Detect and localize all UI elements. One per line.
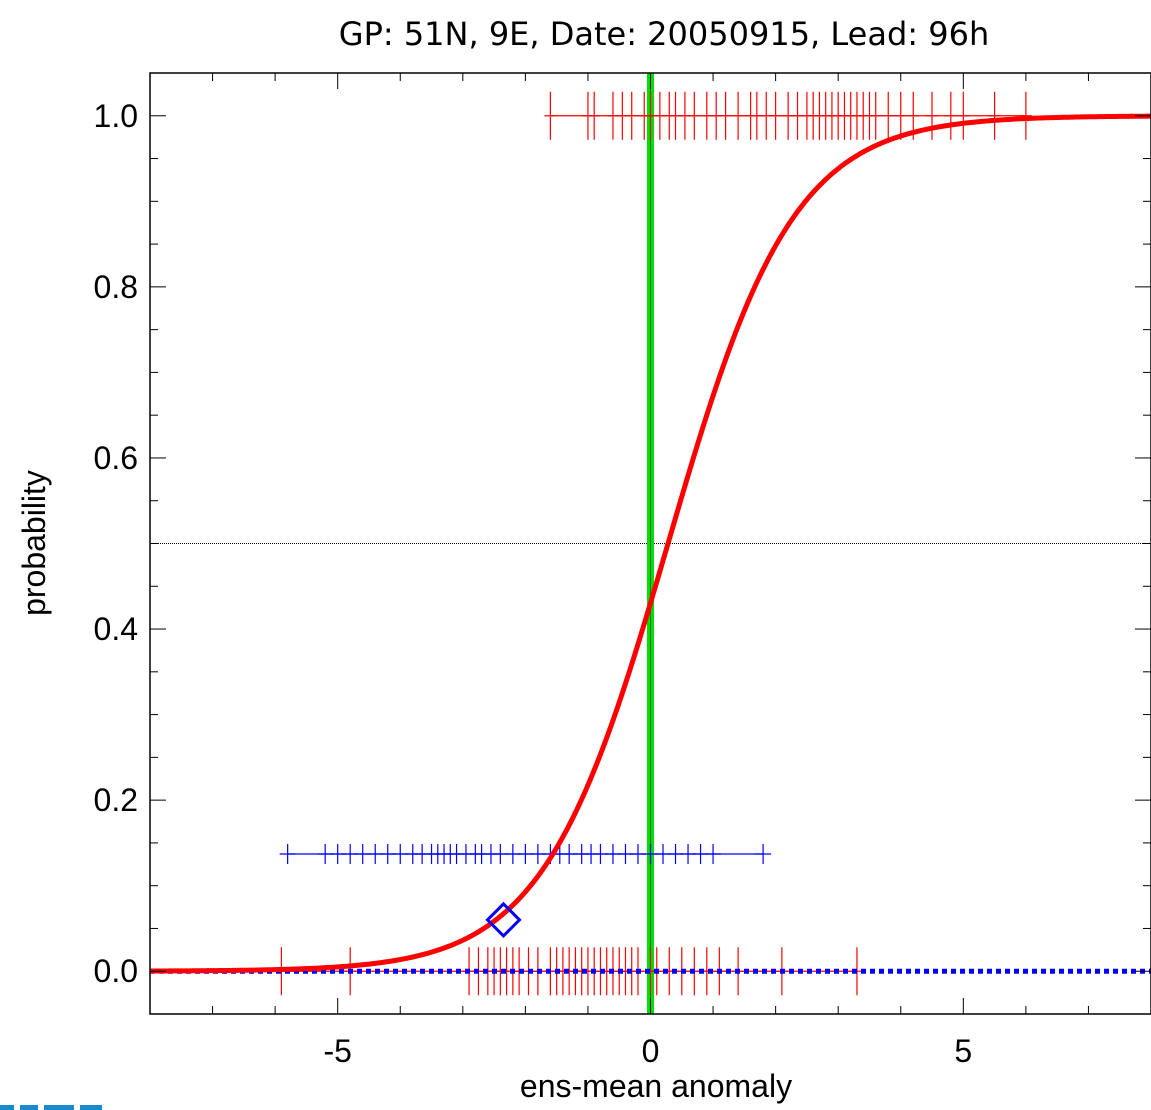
plot-area: [149, 72, 1151, 1015]
y-tick-label: 0.8: [94, 269, 138, 305]
x-tick-label: 0: [642, 1033, 660, 1069]
logo: [0, 1100, 120, 1110]
y-tick-label: 0.2: [94, 782, 138, 818]
forecast-point: [485, 901, 522, 939]
y-tick-label: 0.6: [94, 440, 138, 476]
logistic-curve: [149, 113, 1151, 974]
x-tick-label: 5: [954, 1033, 972, 1069]
chart-title: GP: 51N, 9E, Date: 20050915, Lead: 96h: [339, 15, 989, 53]
x-tick-labels: -5 0 5: [323, 1033, 972, 1069]
y-axis-label: probability: [16, 470, 52, 616]
logo-fragment-icon: [0, 1105, 102, 1110]
y-tick-labels: 0.0 0.2 0.4 0.6 0.8 1.0: [94, 98, 138, 989]
x-axis-label: ens-mean anomaly: [520, 1068, 792, 1104]
y-tick-label: 1.0: [94, 98, 138, 134]
y-tick-label: 0.0: [94, 953, 138, 989]
x-tick-label: -5: [323, 1033, 351, 1069]
y-tick-label: 0.4: [94, 611, 138, 647]
